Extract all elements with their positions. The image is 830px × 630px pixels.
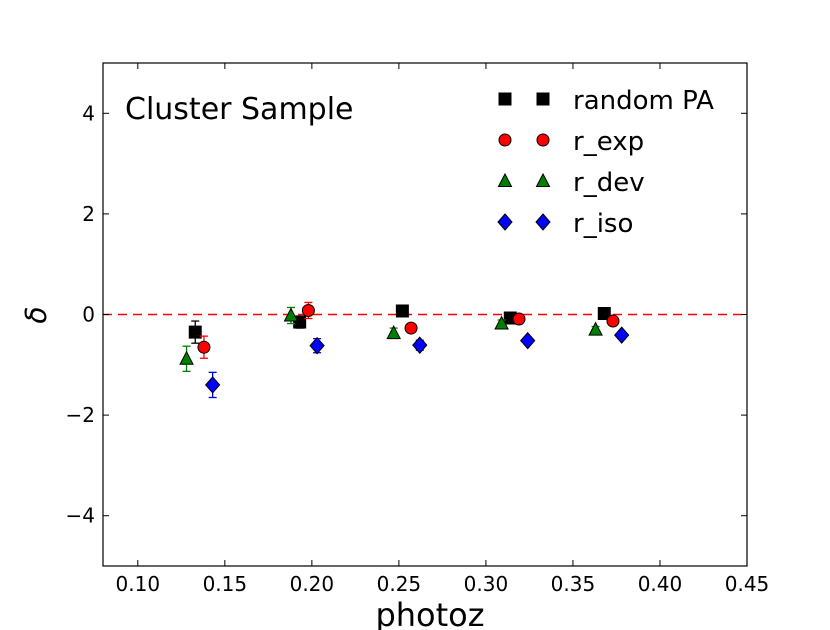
- x-axis-label: photoz: [375, 596, 484, 630]
- legend-marker: [497, 172, 513, 187]
- series-r-iso: [204, 326, 630, 399]
- data-point: [404, 321, 418, 335]
- data-point: [283, 307, 299, 322]
- data-point: [197, 340, 211, 354]
- x-tick-label: 0.45: [725, 572, 770, 596]
- plot-annotation: Cluster Sample: [125, 92, 354, 127]
- legend-label: r_iso: [573, 209, 633, 239]
- data-point: [412, 336, 428, 354]
- x-tick-label: 0.25: [377, 572, 422, 596]
- data-point: [512, 312, 526, 326]
- legend-label: r_dev: [573, 168, 645, 198]
- x-tick-label: 0.35: [551, 572, 596, 596]
- data-point: [386, 325, 401, 340]
- legend-marker: [498, 133, 512, 147]
- y-tick-label: 0: [82, 303, 95, 327]
- legend-marker: [536, 92, 550, 106]
- data-point: [614, 326, 630, 344]
- x-tick-label: 0.20: [290, 572, 335, 596]
- legend-marker: [498, 92, 512, 106]
- data-point: [494, 315, 509, 330]
- legend-marker: [536, 133, 550, 147]
- series-r-exp: [197, 301, 620, 359]
- y-tick-label: 2: [82, 202, 95, 226]
- data-point: [301, 303, 315, 317]
- x-tick-label: 0.15: [203, 572, 248, 596]
- y-tick-label: −4: [66, 504, 95, 528]
- data-point: [309, 336, 325, 355]
- x-tick-label: 0.40: [638, 572, 683, 596]
- data-point: [179, 350, 194, 365]
- y-tick-label: 4: [82, 101, 95, 125]
- data-point: [204, 376, 221, 394]
- data-point: [588, 321, 603, 336]
- y-tick-label: −2: [66, 403, 95, 427]
- legend-label: r_exp: [573, 127, 644, 157]
- data-point: [520, 331, 536, 350]
- y-axis-label: δ: [20, 306, 53, 323]
- data-point: [188, 325, 202, 339]
- series-r-dev: [179, 306, 603, 372]
- data-point: [597, 306, 611, 320]
- data-point: [395, 304, 409, 318]
- data-point: [606, 314, 620, 328]
- legend-marker: [535, 213, 551, 231]
- legend-marker: [497, 213, 513, 231]
- x-tick-label: 0.30: [464, 572, 509, 596]
- legend-marker: [535, 172, 551, 187]
- legend-label: random PA: [573, 86, 714, 116]
- legend: random PA r_exp r_dev r_iso: [497, 86, 714, 239]
- x-tick-label: 0.10: [116, 572, 161, 596]
